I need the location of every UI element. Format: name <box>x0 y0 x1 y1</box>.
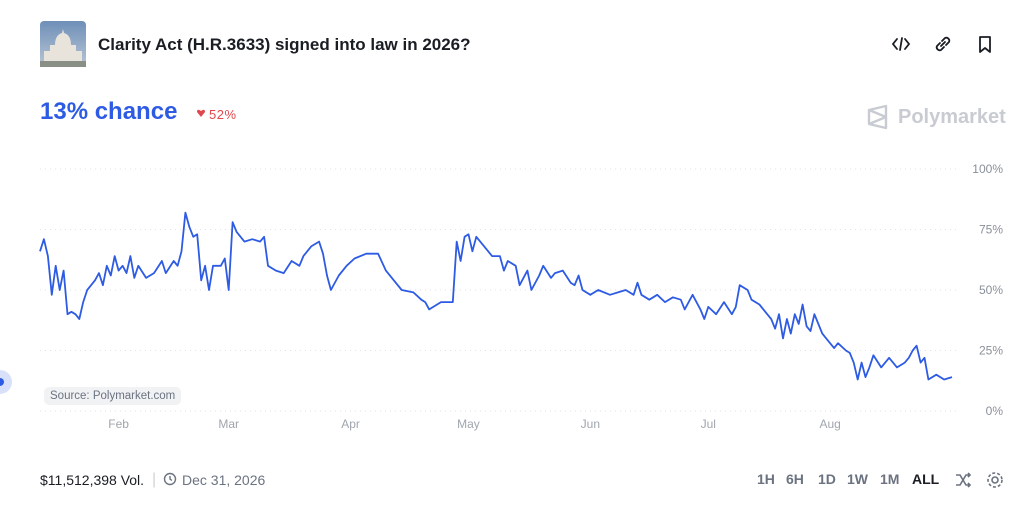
brand: Polymarket <box>898 106 1006 128</box>
timeframe-button[interactable]: 1W <box>847 471 868 487</box>
x-tick-label: Feb <box>108 417 129 431</box>
timeframe-button[interactable]: 1M <box>880 471 900 487</box>
shuffle-icon[interactable] <box>953 470 973 490</box>
volume: $11,512,398 Vol. <box>40 472 145 488</box>
timeframe-button[interactable]: 1H <box>757 471 775 487</box>
x-tick-label: Jun <box>581 417 600 431</box>
bookmark-icon[interactable] <box>975 34 995 54</box>
x-tick-label: May <box>457 417 480 431</box>
clock-icon <box>163 472 177 486</box>
timeframe-button[interactable]: 1D <box>818 471 836 487</box>
chart: 0% 25% 50% 75% 100% Feb Mar Apr May Jun Jul Aug <box>0 162 1004 431</box>
settings-icon[interactable] <box>985 470 1005 490</box>
chance: 13% chance <box>40 98 178 125</box>
x-tick-label: Mar <box>218 417 239 431</box>
market-title: Clarity Act (H.R.3633) signed into law i… <box>98 35 471 54</box>
link-icon[interactable] <box>933 34 953 54</box>
y-tick-label: 75% <box>979 223 1003 237</box>
y-tick-label: 50% <box>979 283 1003 297</box>
y-tick-label: 0% <box>986 404 1004 418</box>
price-line <box>39 211 953 381</box>
timeframe-button[interactable]: 6H <box>786 471 804 487</box>
source-label: Source: Polymarket.com <box>44 387 182 405</box>
y-tick-label: 25% <box>979 344 1003 358</box>
brand-logo <box>867 104 888 130</box>
endpoint-halo <box>0 369 12 394</box>
end-date: Dec 31, 2026 <box>182 472 266 488</box>
endpoint-dot <box>0 377 4 386</box>
embed-icon[interactable] <box>891 34 911 54</box>
timeframe-button[interactable]: ALL <box>912 471 940 487</box>
market-thumbnail <box>40 21 86 67</box>
x-tick-label: Apr <box>341 417 360 431</box>
y-tick-label: 100% <box>972 162 1003 176</box>
change: 52% <box>209 107 237 122</box>
separator: | <box>152 471 157 488</box>
x-tick-label: Jul <box>701 417 716 431</box>
x-tick-label: Aug <box>819 417 840 431</box>
down-icon <box>197 109 205 117</box>
